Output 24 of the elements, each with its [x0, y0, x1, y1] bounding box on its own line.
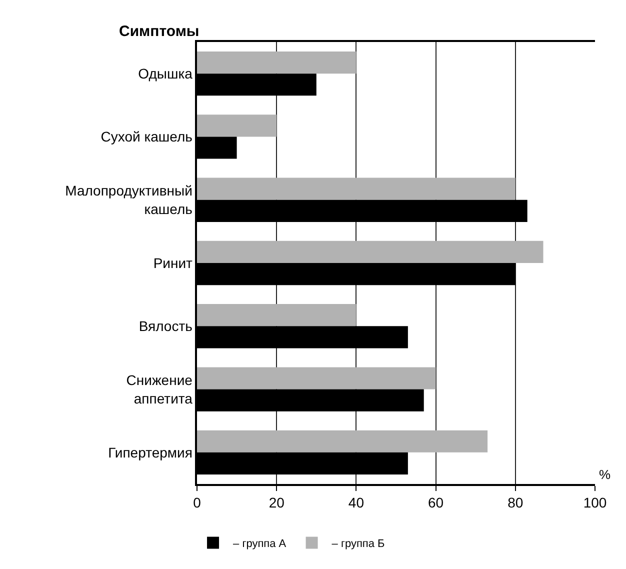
y-tick-label: Гипертермия — [108, 444, 192, 460]
bar — [197, 367, 436, 390]
y-tick-label: Снижение аппетита — [126, 372, 193, 406]
bar — [197, 240, 544, 263]
x-tick-label: 80 — [508, 494, 524, 511]
bar — [197, 304, 356, 326]
legend-label: – группа А — [233, 538, 287, 550]
x-tick-label: 0 — [193, 494, 202, 511]
y-tick-label: Вялость — [138, 318, 192, 334]
bar — [197, 114, 277, 137]
bar — [197, 430, 488, 452]
y-tick-label: Малопродуктивный кашель — [65, 182, 192, 217]
bar — [197, 178, 516, 200]
x-tick-label: 100 — [583, 494, 607, 511]
y-axis-title: Симптомы — [119, 23, 200, 40]
y-tick-label: Одышка — [138, 65, 193, 82]
y-tick-label: Сухой кашель — [100, 128, 192, 145]
x-tick-label: 40 — [348, 494, 364, 511]
bar — [197, 51, 356, 74]
y-tick-label: Ринит — [153, 254, 194, 271]
x-axis-title: % — [599, 467, 611, 482]
x-tick-label: 60 — [428, 494, 444, 511]
legend-label: – группа Б — [332, 538, 385, 550]
x-tick-label: 20 — [268, 494, 285, 511]
